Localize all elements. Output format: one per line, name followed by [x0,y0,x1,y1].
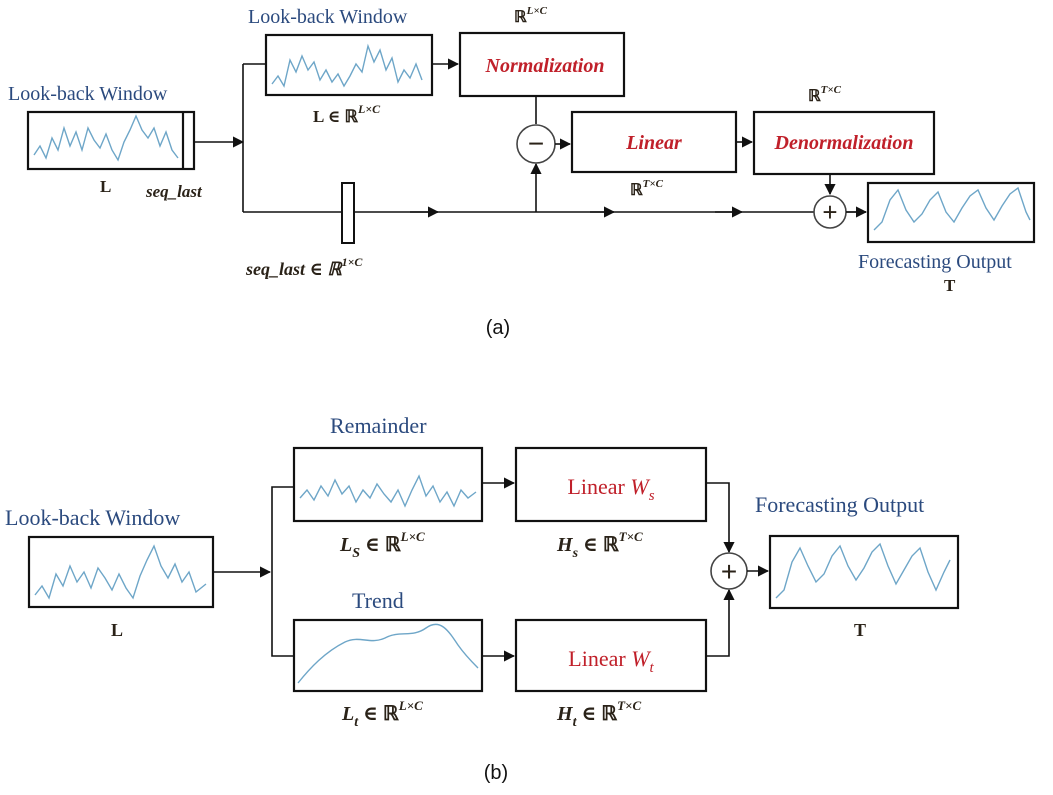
a-plus-sign: + [822,197,837,227]
b-caption: (b) [484,762,508,784]
a-input-title: Look-back Window [8,83,168,105]
a-caption: (a) [486,317,510,339]
b-remainder-dim: LS ∈ ℝL×C [339,529,425,561]
b-input-symbol: L [111,620,123,640]
a-window-title: Look-back Window [248,6,408,28]
a-norm-dim: ℝL×C [514,5,548,26]
b-input-title: Look-back Window [5,505,180,530]
b-trend-box [292,618,484,693]
b-linear-ws-box [514,446,708,523]
a-input-symbol: L [100,177,111,196]
a-denorm-dim: ℝT×C [808,84,842,105]
b-trend-signal [297,623,479,684]
b-remainder-signal [299,474,477,508]
a-output-title: Forecasting Output [858,251,1012,273]
b-plus-sign: + [721,556,737,587]
a-denormalization-box [752,110,936,176]
b-remainder-box [292,446,484,523]
a-minus-sign: − [528,128,544,159]
b-hs-dim: Hs ∈ ℝT×C [556,529,643,561]
b-output-title: Forecasting Output [755,492,924,517]
b-output-signal [775,542,951,599]
panel-b: Look-back Window L Remainder LS ∈ ℝL×C T… [5,413,960,784]
a-output-symbol: T [944,276,956,295]
a-linear-dim: ℝT×C [630,178,664,199]
a-seq-last-box [341,182,355,244]
b-linear-wt-label: Linear Wt [568,646,654,676]
b-output-symbol: T [854,620,866,640]
b-remainder-title: Remainder [330,413,427,438]
b-linear-ws-label: Linear Ws [567,474,654,504]
b-ht-dim: Ht ∈ ℝT×C [556,698,641,730]
b-trend-title: Trend [352,588,404,613]
a-window-box [264,33,434,97]
b-ws-to-plus-line [706,482,735,554]
a-denormalization-label: Denormalization [774,132,914,154]
a-window-dim: L ∈ ℝL×C [313,102,381,126]
b-input-window-box [27,535,215,609]
a-seq-last-label: seq_last [145,182,203,201]
a-linear-label: Linear [625,132,682,154]
a-linear-box [570,110,738,174]
a-seq-last-dim: seq_last ∈ ℝ1×C [245,255,363,279]
b-wt-to-plus-line [706,588,735,657]
a-output-box [866,181,1036,244]
a-input-signal [33,114,179,162]
b-input-signal [34,544,207,600]
a-normalization-box [458,31,626,98]
a-input-window-box [26,110,196,171]
a-output-signal [873,186,1031,231]
panel-a: Look-back Window L seq_last seq_last ∈ ℝ… [8,5,1036,339]
b-split-line [271,486,293,657]
b-output-box [768,534,960,610]
a-window-signal [271,43,423,88]
b-trend-dim: Lt ∈ ℝL×C [341,698,423,730]
a-normalization-label: Normalization [485,55,605,77]
